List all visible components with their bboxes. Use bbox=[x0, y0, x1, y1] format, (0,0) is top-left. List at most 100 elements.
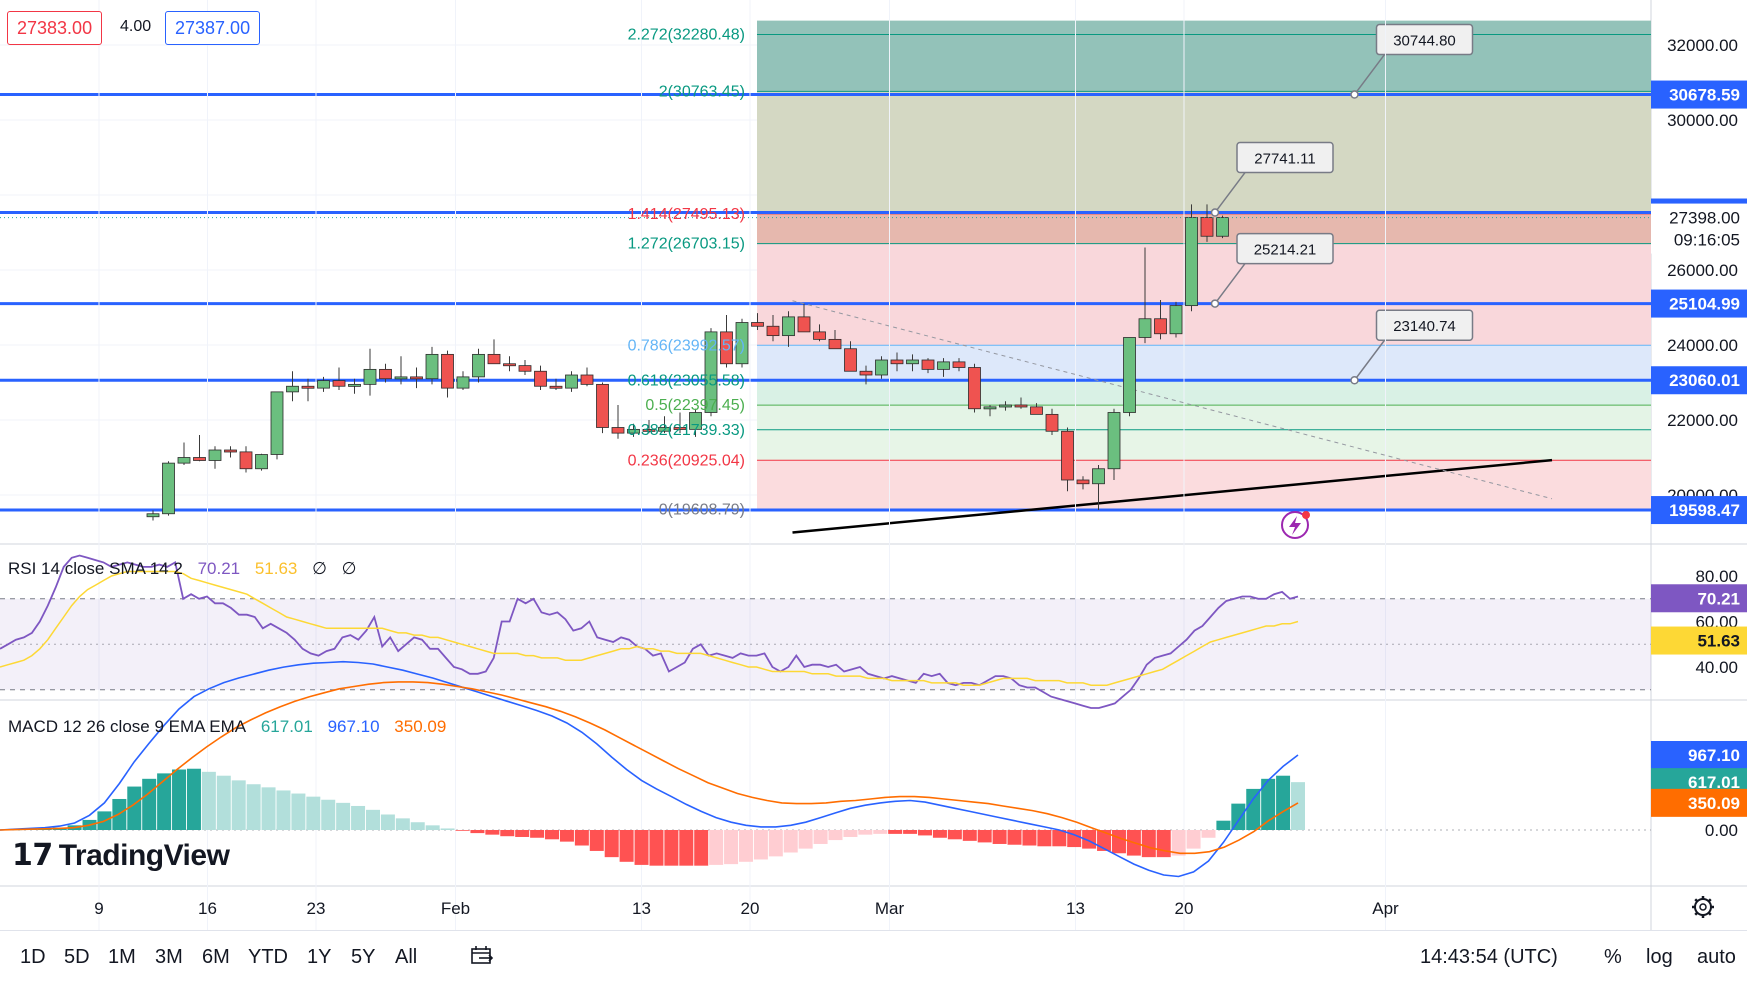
macd-legend-title: MACD 12 26 close 9 EMA EMA bbox=[8, 717, 247, 736]
candle-up bbox=[146, 513, 160, 518]
settings-gear-icon bbox=[1694, 898, 1712, 916]
fib-level-label: 2.272(32280.48) bbox=[628, 26, 745, 43]
macd-hist-bar bbox=[395, 818, 410, 830]
macd-hist-bar bbox=[515, 830, 530, 837]
macd-legend[interactable]: MACD 12 26 close 9 EMA EMA 617.01 967.10… bbox=[8, 717, 456, 737]
log-toggle[interactable]: log bbox=[1646, 946, 1673, 968]
auto-toggle[interactable]: auto bbox=[1697, 946, 1736, 968]
macd-hist-bar bbox=[351, 805, 366, 830]
rsi-legend[interactable]: RSI 14 close SMA 14 2 70.21 51.63 ∅ ∅ bbox=[8, 559, 366, 579]
support-trendline bbox=[792, 458, 1553, 534]
bid-price[interactable]: 27383.00 bbox=[7, 11, 103, 45]
macd-hist-bar bbox=[709, 830, 724, 865]
macd-hist-bar bbox=[873, 830, 888, 834]
range-1y[interactable]: 1Y bbox=[307, 946, 332, 968]
price-axis-hline-badge bbox=[1651, 366, 1747, 395]
macd-hist-bar bbox=[843, 830, 858, 837]
macd-hist-bar bbox=[201, 771, 216, 830]
macd-hist-bar bbox=[858, 830, 873, 835]
candle-down bbox=[968, 367, 981, 410]
macd-hist-bar bbox=[694, 830, 709, 866]
fib-zone bbox=[757, 20, 1651, 92]
macd-hist-bar bbox=[1291, 782, 1305, 830]
candle-up bbox=[906, 359, 919, 365]
rsi-legend-value: 70.21 bbox=[197, 559, 241, 578]
macd-hist-bar bbox=[142, 778, 157, 830]
time-axis-tick: 13 bbox=[632, 899, 651, 918]
callout-anchor bbox=[1210, 208, 1220, 217]
candle-up bbox=[255, 454, 268, 470]
macd-hist-bar bbox=[828, 830, 843, 841]
price-axis-tick: 22000.00 bbox=[1667, 411, 1738, 430]
price-axis-hline-badge bbox=[1651, 289, 1747, 318]
callout-pointer bbox=[1353, 54, 1386, 96]
macd-hist-bar bbox=[1246, 788, 1261, 830]
macd-hist-bar bbox=[798, 830, 813, 849]
candle-down bbox=[952, 361, 966, 368]
candle-down bbox=[611, 427, 625, 434]
fib-level-label: 0.618(23055.58) bbox=[628, 372, 745, 389]
ask-price[interactable]: 27387.00 bbox=[165, 11, 261, 45]
macd-hist-bar bbox=[216, 775, 231, 830]
range-5y[interactable]: 5Y bbox=[351, 946, 376, 968]
fib-level-label: 2(30763.45) bbox=[659, 83, 745, 100]
macd-value-badge-label: 967.10 bbox=[1688, 746, 1740, 765]
callout-anchor bbox=[1350, 375, 1359, 385]
range-ytd[interactable]: YTD bbox=[248, 946, 288, 968]
candle-up bbox=[937, 361, 950, 370]
range-1d[interactable]: 1D bbox=[20, 946, 46, 968]
macd-hist-bar bbox=[619, 830, 634, 862]
macd-hist-bar bbox=[634, 830, 649, 865]
macd-hist-bar bbox=[172, 769, 187, 830]
gear-tooth bbox=[1694, 898, 1699, 903]
candle-up bbox=[999, 404, 1012, 408]
macd-hist-bar bbox=[1201, 830, 1216, 838]
time-axis-tick: Feb bbox=[441, 899, 470, 918]
time-axis-tick: 16 bbox=[198, 899, 217, 918]
range-3m[interactable]: 3M bbox=[155, 946, 183, 968]
macd-hist-bar bbox=[306, 796, 321, 830]
range-6m[interactable]: 6M bbox=[202, 946, 230, 968]
range-5d[interactable]: 5D bbox=[64, 946, 90, 968]
price-axis-hline-label: 25104.99 bbox=[1669, 295, 1740, 314]
macd-hist-bar bbox=[1082, 830, 1097, 849]
macd-hist-bar bbox=[903, 830, 918, 834]
macd-hist-bar bbox=[380, 814, 395, 830]
fib-level-label: 0.786(23992.57) bbox=[628, 337, 745, 354]
candle-up bbox=[363, 368, 377, 385]
tradingview-logo[interactable]: 𝟭𝟳 TradingView bbox=[12, 838, 230, 873]
callout-box bbox=[1236, 141, 1334, 174]
candle-up bbox=[425, 353, 439, 380]
candle-down bbox=[1076, 479, 1090, 485]
clock-utc[interactable]: 14:43:54 (UTC) bbox=[1420, 946, 1558, 968]
price-axis-hline-badge bbox=[1651, 496, 1747, 525]
candle-up bbox=[1169, 305, 1183, 335]
macd-line bbox=[0, 660, 1299, 878]
range-1m[interactable]: 1M bbox=[108, 946, 136, 968]
candle-down bbox=[921, 359, 935, 370]
callout-box bbox=[1375, 309, 1474, 341]
candle-down bbox=[797, 316, 811, 333]
macd-hist-bar bbox=[455, 830, 470, 831]
range-all[interactable]: All bbox=[395, 946, 418, 968]
candle-up bbox=[1123, 337, 1136, 413]
brand-name: TradingView bbox=[58, 839, 230, 872]
price-axis-tick: 26000.00 bbox=[1667, 261, 1738, 280]
candle-down bbox=[518, 365, 532, 372]
fib-level-label: 1.414(27495.13) bbox=[628, 206, 745, 223]
macd-value-badge bbox=[1651, 740, 1747, 769]
calendar-goto-icon[interactable] bbox=[470, 945, 494, 967]
macd-hist-bar bbox=[1171, 830, 1186, 856]
macd-hist-bar bbox=[1231, 803, 1246, 830]
price-axis-hline-label: 19598.47 bbox=[1669, 501, 1740, 520]
candle-down bbox=[720, 331, 733, 365]
macd-hist-bar bbox=[440, 828, 455, 830]
candle-down bbox=[813, 331, 826, 340]
percent-toggle[interactable]: % bbox=[1604, 946, 1622, 968]
candle-up bbox=[177, 457, 191, 464]
candle-down bbox=[766, 325, 780, 337]
macd-hist-bar bbox=[918, 830, 933, 836]
fib-level-label: 1.272(26703.15) bbox=[628, 236, 745, 253]
fib-zone bbox=[757, 91, 1651, 214]
